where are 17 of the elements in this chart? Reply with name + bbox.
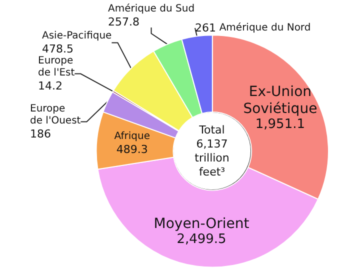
data-label: 1,951.1 bbox=[255, 117, 305, 132]
data-label: 489.3 bbox=[116, 143, 148, 156]
data-label: 478.5 bbox=[42, 42, 74, 56]
slice-label: Europe de l'Ouest bbox=[30, 104, 81, 126]
slice-label: Afrique bbox=[114, 131, 150, 142]
data-label: 2,499.5 bbox=[176, 232, 226, 248]
slice-label: Moyen-Orient bbox=[154, 216, 250, 232]
data-label: 257.8 bbox=[108, 16, 140, 28]
text: Total 6,137 trillion feet³ bbox=[194, 124, 230, 178]
slice-label: Amérique du Nord bbox=[219, 22, 311, 34]
data-label: 14.2 bbox=[38, 80, 62, 92]
slice-label: Asie-Pacifique bbox=[42, 30, 112, 42]
slice-label: Ex-Union Soviétique bbox=[243, 84, 318, 118]
slice-label: Europe de l'Est bbox=[38, 56, 75, 78]
slice-label: Amérique du Sud bbox=[108, 4, 195, 14]
data-label: 186 bbox=[30, 128, 51, 140]
data-label: 261 bbox=[195, 22, 216, 34]
